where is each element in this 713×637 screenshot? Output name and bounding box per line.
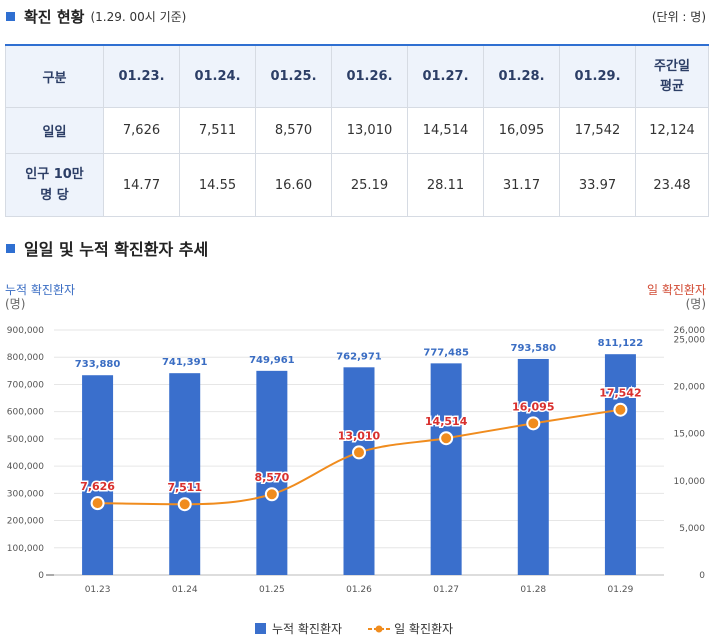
bar bbox=[82, 375, 114, 575]
x-tick-label: 01.27 bbox=[433, 585, 459, 595]
line-point bbox=[264, 487, 279, 502]
table-cell: 33.97 bbox=[559, 153, 636, 217]
right-tick-label: 5,000 bbox=[679, 524, 705, 534]
left-tick-label: 300,000 bbox=[7, 489, 44, 499]
line-point bbox=[526, 416, 541, 431]
left-tick-label: 600,000 bbox=[7, 408, 44, 418]
line-point bbox=[352, 445, 366, 460]
right-axis-title: 일 확진환자 (명) bbox=[647, 283, 706, 311]
legend-bar-label: 누적 확진환자 bbox=[272, 622, 343, 636]
left-tick-label: 0 bbox=[38, 571, 44, 581]
table-cell: 31.17 bbox=[483, 153, 560, 217]
table-header: 01.27. bbox=[407, 44, 484, 108]
left-tick-label: 100,000 bbox=[7, 544, 44, 554]
square-bullet-icon bbox=[6, 243, 15, 253]
right-tick-label: 25,000 bbox=[674, 335, 706, 345]
trend-section-title: 일일 및 누적 확진환자 추세 bbox=[6, 236, 208, 260]
table-cell: 8,570 bbox=[255, 107, 332, 154]
table-header: 구분 bbox=[5, 44, 104, 108]
status-title: 확진 현황 bbox=[24, 8, 85, 26]
left-tick-label: 500,000 bbox=[7, 435, 44, 445]
table-cell: 13,010 bbox=[331, 107, 408, 154]
left-tick-label: 400,000 bbox=[7, 462, 44, 472]
x-tick-label: 01.29 bbox=[608, 585, 634, 595]
line-data-label: 7,511 bbox=[167, 481, 202, 494]
bar-data-label: 811,122 bbox=[598, 338, 644, 349]
line-data-label: 17,542 bbox=[599, 387, 641, 400]
right-axis-label: 일 확진환자 bbox=[646, 283, 706, 297]
bar bbox=[343, 367, 375, 575]
line-data-label: 13,010 bbox=[338, 429, 381, 442]
bar-data-label: 733,880 bbox=[75, 359, 121, 370]
table-cell: 25.19 bbox=[331, 153, 408, 217]
table-row: 인구 10만 명 당 14.77 14.55 16.60 25.19 28.11… bbox=[5, 153, 709, 217]
line-data-label: 7,626 bbox=[80, 480, 115, 493]
table-header: 01.26. bbox=[331, 44, 408, 108]
line-data-label: 16,095 bbox=[512, 400, 554, 413]
right-tick-label: 0 bbox=[699, 571, 705, 581]
left-tick-label: 200,000 bbox=[7, 517, 44, 527]
line-point bbox=[613, 402, 628, 417]
right-tick-label: 15,000 bbox=[674, 430, 706, 440]
left-tick-label: 900,000 bbox=[7, 326, 44, 336]
status-subtitle: (1.29. 00시 기준) bbox=[90, 10, 187, 24]
x-tick-label: 01.24 bbox=[172, 585, 198, 595]
line-point bbox=[90, 496, 105, 511]
line-data-label: 14,514 bbox=[425, 415, 468, 428]
table-cell: 28.11 bbox=[407, 153, 484, 217]
bar bbox=[430, 363, 462, 575]
table-cell: 16,095 bbox=[483, 107, 560, 154]
table-cell: 23.48 bbox=[635, 153, 709, 217]
left-axis-label: 누적 확진환자 bbox=[5, 283, 76, 297]
table-cell: 14,514 bbox=[407, 107, 484, 154]
bar bbox=[169, 373, 201, 575]
bar bbox=[256, 370, 288, 575]
legend-line-label: 일 확진환자 bbox=[394, 622, 454, 636]
legend-bar-swatch bbox=[255, 623, 266, 634]
left-tick-label: 800,000 bbox=[7, 353, 44, 363]
table-cell: 12,124 bbox=[635, 107, 709, 154]
bar-data-label: 777,485 bbox=[423, 347, 469, 358]
right-tick-label: 26,000 bbox=[674, 326, 706, 336]
table-header: 01.29. bbox=[559, 44, 636, 108]
right-tick-label: 20,000 bbox=[674, 383, 706, 393]
line-data-label: 8,570 bbox=[254, 471, 289, 484]
bar bbox=[604, 354, 636, 575]
row-label: 일일 bbox=[5, 107, 104, 154]
x-tick-label: 01.25 bbox=[259, 585, 285, 595]
status-table: 구분 01.23. 01.24. 01.25. 01.26. 01.27. 01… bbox=[5, 44, 709, 217]
table-row: 일일 7,626 7,511 8,570 13,010 14,514 16,09… bbox=[5, 107, 709, 154]
bar-data-label: 793,580 bbox=[511, 343, 557, 354]
table-header: 01.24. bbox=[179, 44, 256, 108]
legend-line-swatch bbox=[368, 625, 391, 632]
unit-label: (단위 : 명) bbox=[651, 10, 706, 24]
line-point bbox=[439, 431, 454, 446]
x-tick-label: 01.23 bbox=[85, 585, 111, 595]
x-tick-label: 01.28 bbox=[520, 585, 546, 595]
table-header: 주간일 평균 bbox=[635, 44, 709, 108]
left-axis-unit: (명) bbox=[5, 297, 26, 311]
table-cell: 14.77 bbox=[103, 153, 180, 217]
table-cell: 7,511 bbox=[179, 107, 256, 154]
bar-data-label: 762,971 bbox=[336, 351, 382, 362]
square-bullet-icon bbox=[6, 12, 15, 21]
chart-legend: 누적 확진환자 일 확진환자 bbox=[255, 620, 453, 637]
line-point bbox=[177, 497, 192, 512]
trend-title: 일일 및 누적 확진환자 추세 bbox=[24, 240, 209, 259]
table-header: 01.28. bbox=[483, 44, 560, 108]
left-tick-label: 700,000 bbox=[7, 380, 44, 390]
bar-data-label: 749,961 bbox=[249, 355, 295, 366]
left-axis-title: 누적 확진환자 (명) bbox=[5, 283, 75, 311]
table-header-row: 구분 01.23. 01.24. 01.25. 01.26. 01.27. 01… bbox=[5, 44, 709, 108]
x-tick-label: 01.26 bbox=[346, 585, 372, 595]
status-section-title: 확진 현황 (1.29. 00시 기준) bbox=[6, 6, 186, 27]
table-header: 01.23. bbox=[103, 44, 180, 108]
right-axis-unit: (명) bbox=[685, 297, 706, 311]
table-header: 01.25. bbox=[255, 44, 332, 108]
bar bbox=[517, 358, 549, 575]
right-tick-label: 10,000 bbox=[674, 477, 706, 487]
bar-data-label: 741,391 bbox=[162, 357, 208, 368]
row-label: 인구 10만 명 당 bbox=[5, 153, 104, 217]
